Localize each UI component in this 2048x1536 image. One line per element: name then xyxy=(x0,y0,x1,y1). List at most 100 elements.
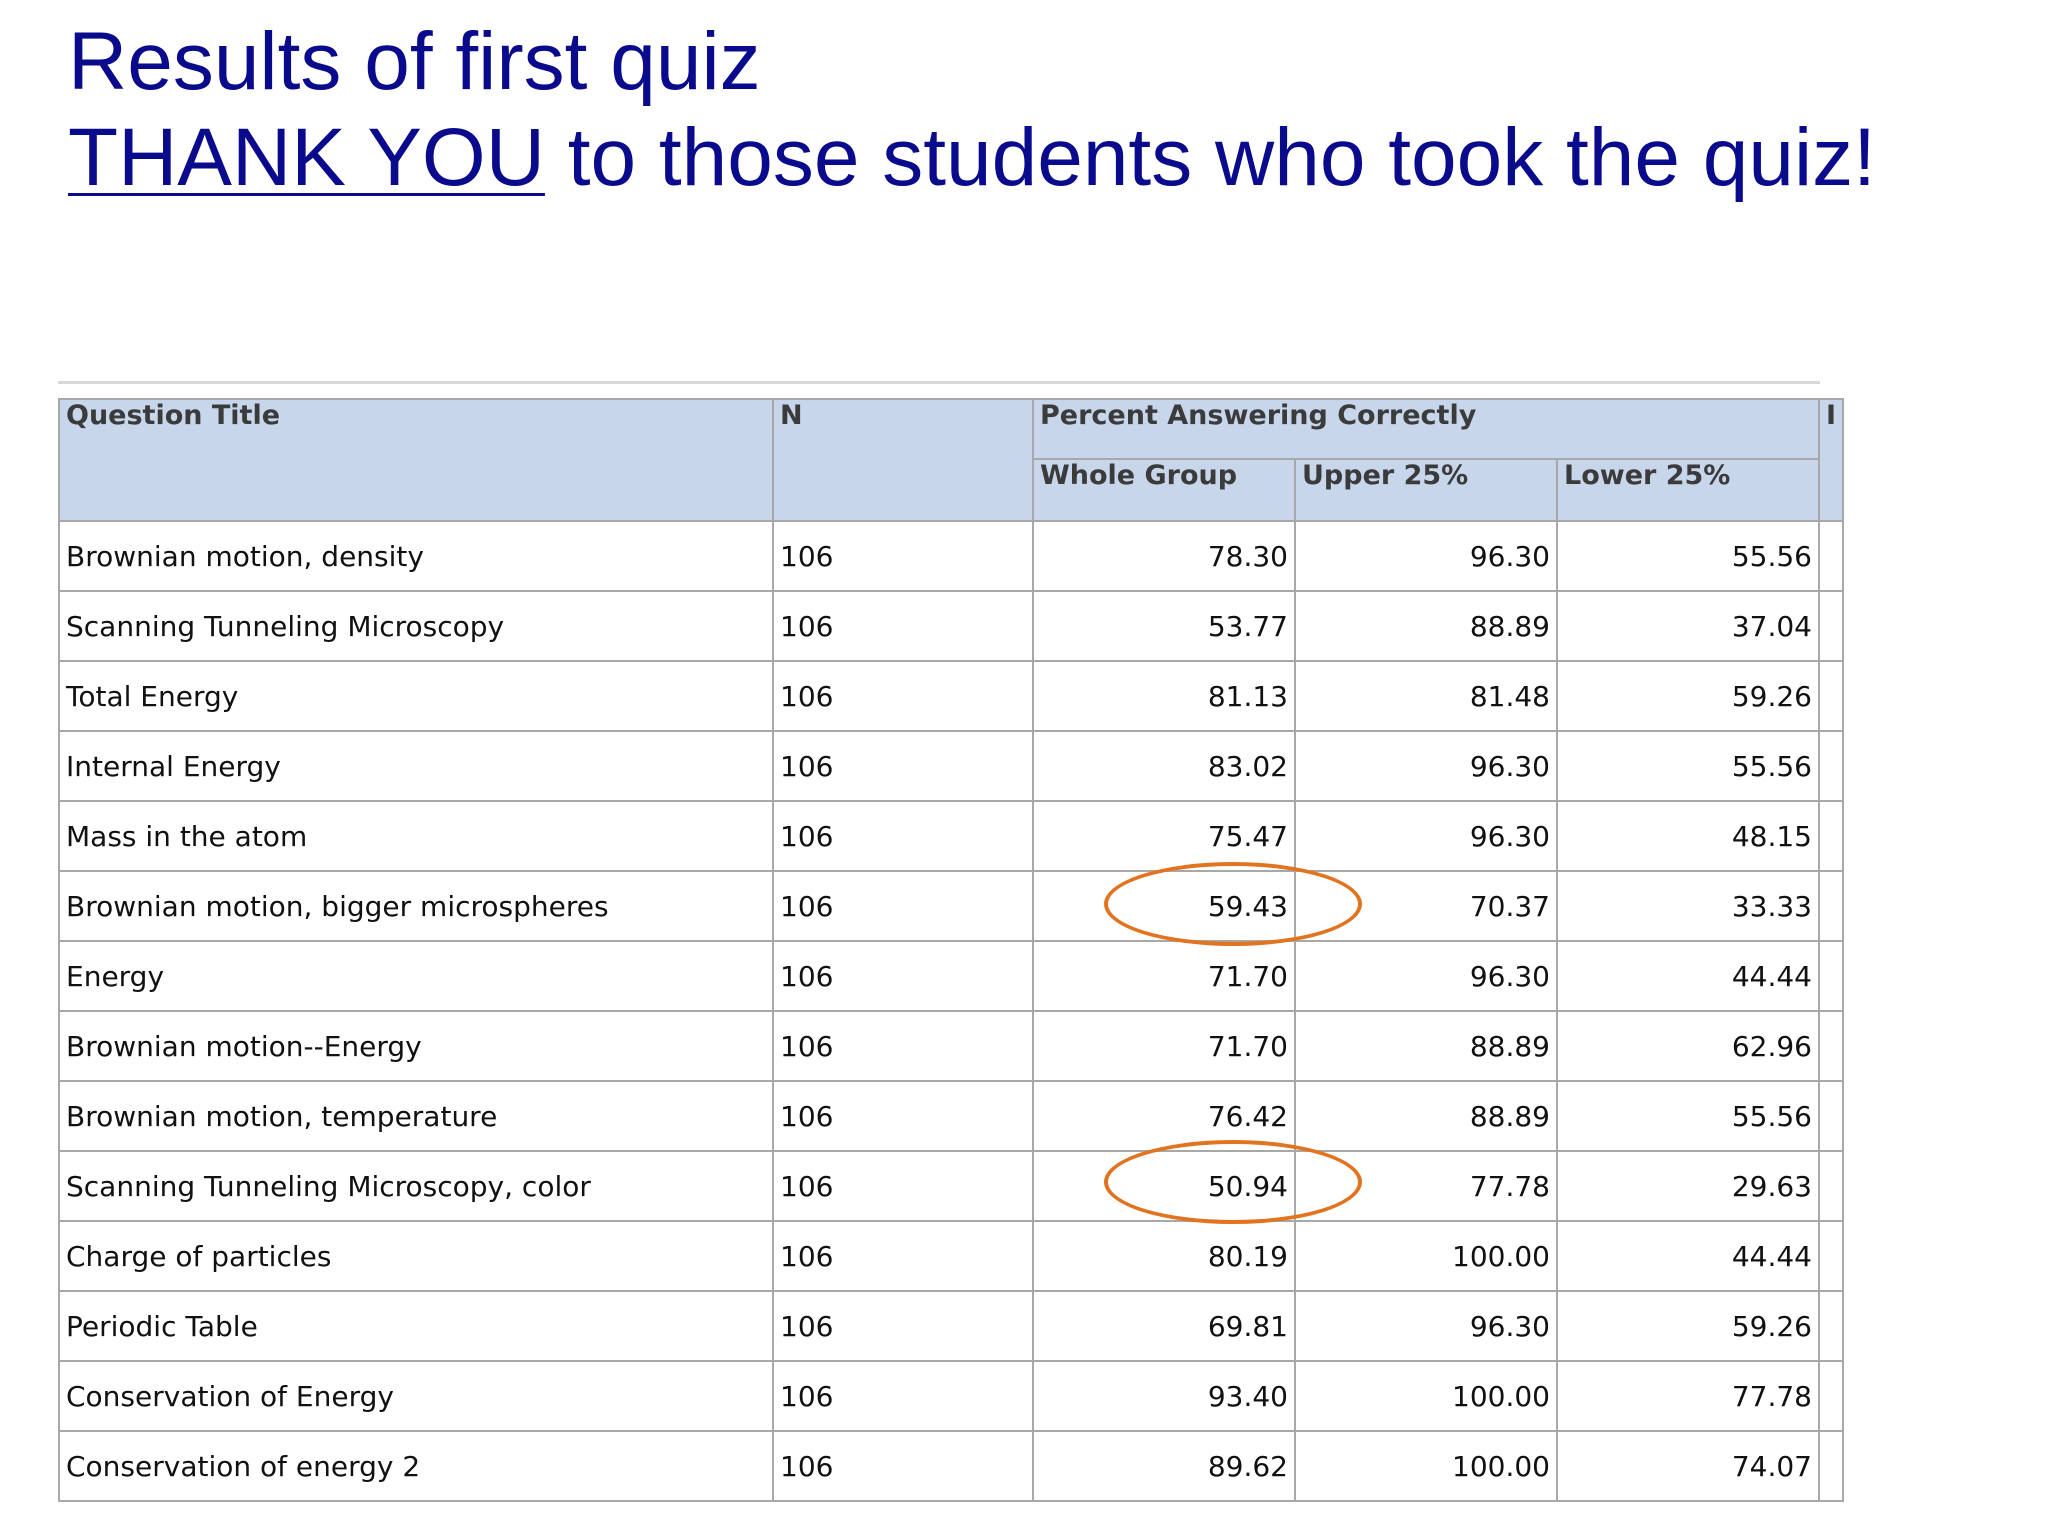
cell-lower-25: 74.07 xyxy=(1556,1430,1820,1502)
cell-cut-column xyxy=(1817,940,1845,1012)
cell-n: 106 xyxy=(772,660,1034,732)
cell-question-title: Periodic Table xyxy=(58,1290,774,1362)
table-top-rule xyxy=(58,381,1820,384)
cell-n: 106 xyxy=(772,1080,1034,1152)
header-upper-25: Upper 25% xyxy=(1294,458,1558,522)
cell-cut-column xyxy=(1817,520,1845,592)
cell-whole-group: 80.19 xyxy=(1032,1220,1296,1292)
table-row: Brownian motion, temperature 106 76.42 88.8… xyxy=(58,1080,1845,1152)
cell-question-title: Internal Energy xyxy=(58,730,774,802)
cell-cut-column xyxy=(1817,1010,1845,1082)
cell-whole-group: 75.47 xyxy=(1032,800,1296,872)
cell-upper-25: 96.30 xyxy=(1294,520,1558,592)
header-whole-group: Whole Group xyxy=(1032,458,1296,522)
cell-cut-column xyxy=(1817,1290,1845,1362)
highlight-circle-row-6 xyxy=(1104,862,1362,946)
cell-whole-group: 69.81 xyxy=(1032,1290,1296,1362)
thank-you-rest: to those students who took the quiz! xyxy=(544,112,1876,203)
cell-n: 106 xyxy=(772,940,1034,1012)
cell-lower-25: 77.78 xyxy=(1556,1360,1820,1432)
cell-lower-25: 33.33 xyxy=(1556,870,1820,942)
table-row: Brownian motion, bigger microspheres 106 5… xyxy=(58,870,1845,942)
cell-cut-column xyxy=(1817,590,1845,662)
cell-question-title: Charge of particles xyxy=(58,1220,774,1292)
cell-cut-column xyxy=(1817,730,1845,802)
cell-whole-group: 81.13 xyxy=(1032,660,1296,732)
table-row: Internal Energy 106 83.02 96.30 55.56 xyxy=(58,730,1845,802)
thank-you-emphasis: THANK YOU xyxy=(68,112,545,203)
cell-upper-25: 88.89 xyxy=(1294,1010,1558,1082)
cell-n: 106 xyxy=(772,590,1034,662)
table-row: Scanning Tunneling Microscopy, color 106 5… xyxy=(58,1150,1845,1222)
cell-whole-group: 83.02 xyxy=(1032,730,1296,802)
cell-lower-25: 55.56 xyxy=(1556,730,1820,802)
slide-title: Results of first quiz THANK YOU to those… xyxy=(68,14,1876,206)
cell-question-title: Energy xyxy=(58,940,774,1012)
cell-upper-25: 96.30 xyxy=(1294,1290,1558,1362)
cell-upper-25: 88.89 xyxy=(1294,590,1558,662)
cell-cut-column xyxy=(1817,1080,1845,1152)
cell-upper-25: 100.00 xyxy=(1294,1360,1558,1432)
cell-upper-25: 88.89 xyxy=(1294,1080,1558,1152)
cell-question-title: Total Energy xyxy=(58,660,774,732)
cell-n: 106 xyxy=(772,870,1034,942)
cell-n: 106 xyxy=(772,520,1034,592)
table-row: Brownian motion, density 106 78.30 96.30 55.… xyxy=(58,520,1845,592)
cell-whole-group: 71.70 xyxy=(1032,940,1296,1012)
slide-title-line2: THANK YOU to those students who took the… xyxy=(68,110,1876,206)
header-percent-correct: Percent Answering Correctly xyxy=(1032,398,1820,460)
cell-question-title: Brownian motion, temperature xyxy=(58,1080,774,1152)
cell-question-title: Scanning Tunneling Microscopy xyxy=(58,590,774,662)
cell-question-title: Brownian motion, density xyxy=(58,520,774,592)
cell-question-title: Conservation of Energy xyxy=(58,1360,774,1432)
cell-lower-25: 37.04 xyxy=(1556,590,1820,662)
table-row: Total Energy 106 81.13 81.48 59.26 xyxy=(58,660,1845,732)
cell-upper-25: 96.30 xyxy=(1294,800,1558,872)
cell-question-title: Scanning Tunneling Microscopy, color xyxy=(58,1150,774,1222)
cell-cut-column xyxy=(1817,800,1845,872)
cell-whole-group: 93.40 xyxy=(1032,1360,1296,1432)
cell-lower-25: 62.96 xyxy=(1556,1010,1820,1082)
cell-upper-25: 96.30 xyxy=(1294,940,1558,1012)
header-n: N xyxy=(772,398,1034,522)
cell-lower-25: 44.44 xyxy=(1556,940,1820,1012)
table-row: Conservation of energy 2 106 89.62 100.00 74… xyxy=(58,1430,1845,1502)
header-cut-column: I xyxy=(1817,398,1845,522)
table-row: Scanning Tunneling Microscopy 106 53.77 88.… xyxy=(58,590,1845,662)
cell-lower-25: 44.44 xyxy=(1556,1220,1820,1292)
cell-n: 106 xyxy=(772,800,1034,872)
cell-upper-25: 100.00 xyxy=(1294,1430,1558,1502)
table-row: Charge of particles 106 80.19 100.00 44.44 xyxy=(58,1220,1845,1292)
cell-whole-group: 53.77 xyxy=(1032,590,1296,662)
table-row: Mass in the atom 106 75.47 96.30 48.15 xyxy=(58,800,1845,872)
cell-n: 106 xyxy=(772,1290,1034,1362)
highlight-circle-row-10 xyxy=(1104,1140,1362,1224)
cell-upper-25: 96.30 xyxy=(1294,730,1558,802)
cell-whole-group: 89.62 xyxy=(1032,1430,1296,1502)
cell-n: 106 xyxy=(772,1360,1034,1432)
cell-lower-25: 55.56 xyxy=(1556,520,1820,592)
header-question-title: Question Title xyxy=(58,398,774,522)
header-lower-25: Lower 25% xyxy=(1556,458,1820,522)
cell-lower-25: 48.15 xyxy=(1556,800,1820,872)
quiz-results-table: Question Title N Percent Answering Corre… xyxy=(58,398,1845,1502)
cell-question-title: Brownian motion--Energy xyxy=(58,1010,774,1082)
cell-question-title: Conservation of energy 2 xyxy=(58,1430,774,1502)
cell-cut-column xyxy=(1817,660,1845,732)
cell-whole-group: 71.70 xyxy=(1032,1010,1296,1082)
cell-n: 106 xyxy=(772,1220,1034,1292)
cell-question-title: Brownian motion, bigger microspheres xyxy=(58,870,774,942)
cell-cut-column xyxy=(1817,1220,1845,1292)
cell-n: 106 xyxy=(772,1430,1034,1502)
cell-lower-25: 29.63 xyxy=(1556,1150,1820,1222)
cell-cut-column xyxy=(1817,870,1845,942)
slide-title-line1: Results of first quiz xyxy=(68,16,761,107)
cell-n: 106 xyxy=(772,1150,1034,1222)
cell-lower-25: 59.26 xyxy=(1556,660,1820,732)
cell-cut-column xyxy=(1817,1430,1845,1502)
cell-cut-column xyxy=(1817,1150,1845,1222)
cell-upper-25: 81.48 xyxy=(1294,660,1558,732)
table-row: Conservation of Energy 106 93.40 100.00 77.7… xyxy=(58,1360,1845,1432)
table-row: Energy 106 71.70 96.30 44.44 xyxy=(58,940,1845,1012)
cell-cut-column xyxy=(1817,1360,1845,1432)
